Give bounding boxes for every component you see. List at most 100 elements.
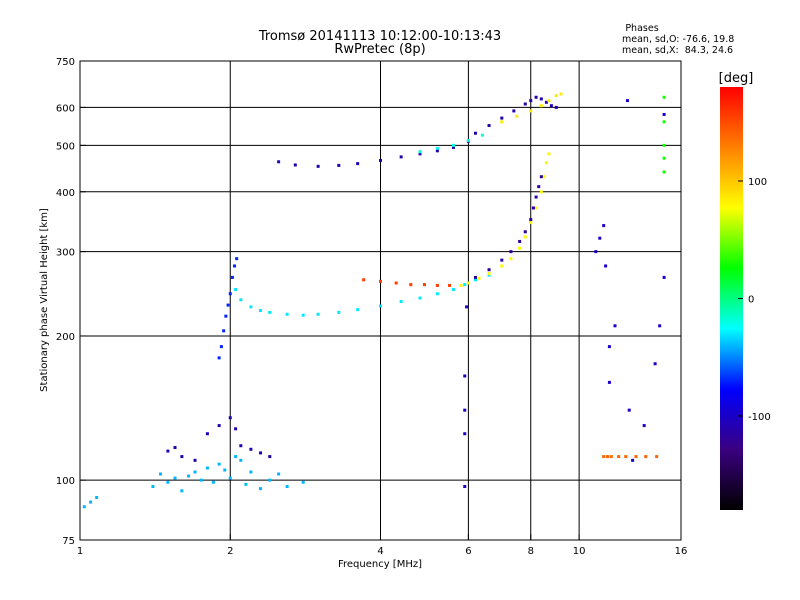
x-tick-label: 6 — [465, 546, 471, 557]
data-point — [259, 451, 263, 455]
y-tick-label: 400 — [56, 188, 75, 199]
data-point — [249, 305, 253, 309]
data-point — [222, 329, 226, 333]
data-point — [549, 104, 553, 108]
data-point — [607, 380, 611, 384]
data-point — [466, 138, 470, 142]
y-tick-label: 75 — [62, 536, 75, 547]
data-point — [239, 444, 243, 448]
data-point — [228, 476, 232, 480]
x-tick-label: 4 — [377, 546, 383, 557]
data-point — [602, 455, 606, 459]
data-point — [512, 109, 516, 113]
data-point — [233, 264, 237, 268]
data-point — [159, 472, 163, 476]
y-axis-ticks: 75 100 200 300 400 500 600 750 — [56, 57, 86, 547]
data-point — [487, 273, 491, 277]
data-point — [634, 455, 638, 459]
data-point — [435, 292, 439, 296]
data-point — [644, 455, 648, 459]
data-point — [627, 408, 631, 412]
data-point — [547, 152, 551, 156]
data-point — [529, 109, 533, 113]
data-point — [244, 482, 248, 486]
data-point — [379, 304, 382, 308]
data-point — [451, 143, 455, 147]
data-point — [268, 455, 272, 459]
x-tick-label: 10 — [573, 546, 586, 557]
y-axis-label: Stationary phase Virtual Height [km] — [39, 208, 50, 392]
y-tick-label: 300 — [56, 248, 75, 259]
data-point — [509, 257, 513, 261]
data-point — [544, 100, 548, 104]
data-point — [534, 206, 538, 210]
data-point — [180, 455, 184, 459]
x-axis-ticks: 1 2 4 6 8 10 16 — [77, 534, 688, 557]
data-point — [509, 250, 513, 254]
data-point — [518, 239, 522, 243]
data-point — [234, 455, 238, 459]
data-point — [362, 278, 366, 282]
data-point — [539, 190, 543, 194]
stats-o-mode: mean, sd,O: -76.6, 19.8 — [622, 34, 734, 45]
data-point — [500, 258, 504, 262]
data-point — [662, 170, 666, 174]
data-point — [418, 152, 422, 156]
data-point — [435, 283, 439, 287]
data-point — [205, 466, 209, 470]
data-point — [602, 224, 606, 228]
data-point — [477, 276, 481, 280]
data-point — [259, 487, 263, 491]
data-point — [463, 484, 467, 488]
colorbar-ticks: 100 0 -100 — [738, 177, 771, 423]
data-point — [228, 416, 232, 420]
x-tick-label: 16 — [675, 546, 688, 557]
colorbar: [deg] 100 0 -100 — [719, 71, 771, 510]
stats-x-mode: mean, sd,X: 84.3, 24.6 — [622, 45, 733, 56]
data-point — [379, 279, 382, 283]
data-point — [394, 281, 398, 285]
data-point — [655, 455, 659, 459]
data-point — [95, 495, 99, 499]
data-point — [606, 455, 610, 459]
data-point — [316, 312, 320, 316]
data-point — [217, 356, 221, 360]
data-point — [613, 324, 617, 328]
data-point — [529, 218, 533, 222]
data-point — [518, 246, 522, 250]
data-point — [631, 458, 635, 462]
data-point — [523, 102, 527, 106]
data-point — [459, 283, 463, 287]
data-point — [594, 250, 598, 254]
data-point — [624, 455, 628, 459]
data-point — [465, 305, 469, 309]
y-tick-label: 200 — [56, 332, 75, 343]
data-point — [487, 124, 491, 128]
data-point — [625, 99, 629, 103]
data-point — [473, 131, 477, 135]
data-point — [662, 95, 666, 99]
data-point — [523, 230, 527, 234]
data-point — [228, 292, 232, 296]
data-point — [547, 99, 551, 103]
x-tick-label: 2 — [227, 546, 233, 557]
data-point — [187, 474, 191, 478]
data-point — [435, 146, 439, 150]
data-point — [226, 303, 230, 307]
data-point — [534, 95, 538, 99]
data-point — [268, 310, 272, 314]
data-point — [531, 206, 535, 210]
data-point — [217, 462, 221, 466]
colorbar-gradient — [720, 87, 743, 510]
data-point — [230, 275, 234, 279]
data-point — [356, 308, 360, 312]
data-point — [662, 120, 666, 124]
data-point — [337, 310, 341, 314]
data-point — [399, 155, 403, 159]
data-point — [205, 432, 209, 436]
data-point — [337, 163, 341, 167]
data-point — [463, 374, 467, 378]
data-point — [529, 99, 533, 103]
data-point — [316, 164, 320, 168]
data-point — [277, 472, 281, 476]
